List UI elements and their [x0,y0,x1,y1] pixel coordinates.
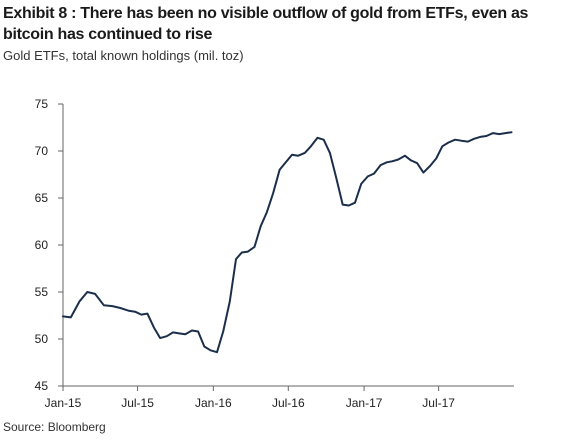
y-axis: 45 50 55 60 65 70 75 [35,97,64,393]
x-tick-label: Jan-15 [45,396,82,410]
x-tick-label: Jan-16 [195,396,232,410]
y-tick-label: 65 [35,191,49,205]
y-tick-label: 45 [35,379,49,393]
x-tick-label: Jul-17 [422,396,455,410]
plot-area [62,131,513,354]
chart-title: Exhibit 8 : There has been no visible ou… [3,5,529,43]
y-tick-label: 50 [35,332,49,346]
x-axis: Jan-15 Jul-15 Jan-16 Jul-16 Jan-17 Jul-17 [45,385,514,410]
source-note: Source: Bloomberg [3,420,106,434]
y-tick-label: 60 [35,238,49,252]
y-tick-label: 70 [35,144,49,158]
x-tick-label: Jul-16 [272,396,305,410]
x-tick-label: Jan-17 [346,396,383,410]
chart-subtitle: Gold ETFs, total known holdings (mil. to… [3,48,244,63]
y-tick-label: 75 [35,97,49,111]
y-tick-label: 55 [35,285,49,299]
x-tick-label: Jul-15 [121,396,154,410]
series-line [62,131,513,354]
